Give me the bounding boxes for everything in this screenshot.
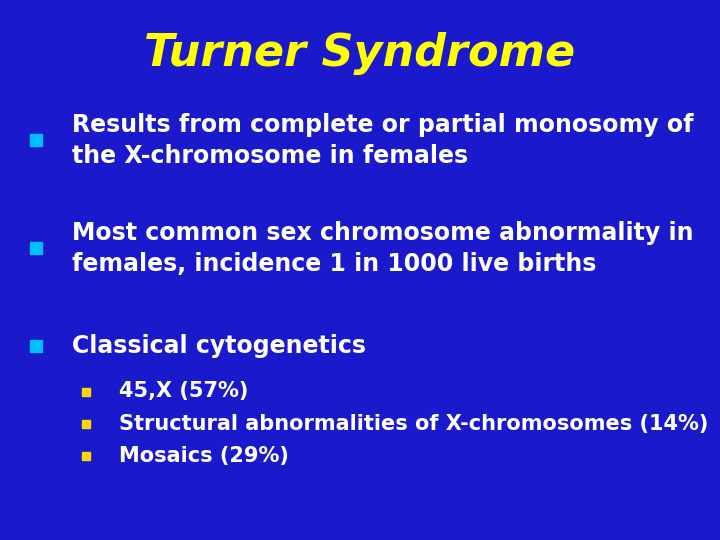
Text: Results from complete or partial monosomy of
the X-chromosome in females: Results from complete or partial monosom… [72, 113, 693, 168]
Text: 45,X (57%): 45,X (57%) [119, 381, 248, 402]
Text: Mosaics (29%): Mosaics (29%) [119, 446, 289, 467]
Text: Structural abnormalities of X-chromosomes (14%): Structural abnormalities of X-chromosome… [119, 414, 708, 434]
Text: Most common sex chromosome abnormality in
females, incidence 1 in 1000 live birt: Most common sex chromosome abnormality i… [72, 221, 693, 276]
Text: Turner Syndrome: Turner Syndrome [145, 32, 575, 76]
Text: Classical cytogenetics: Classical cytogenetics [72, 334, 366, 357]
